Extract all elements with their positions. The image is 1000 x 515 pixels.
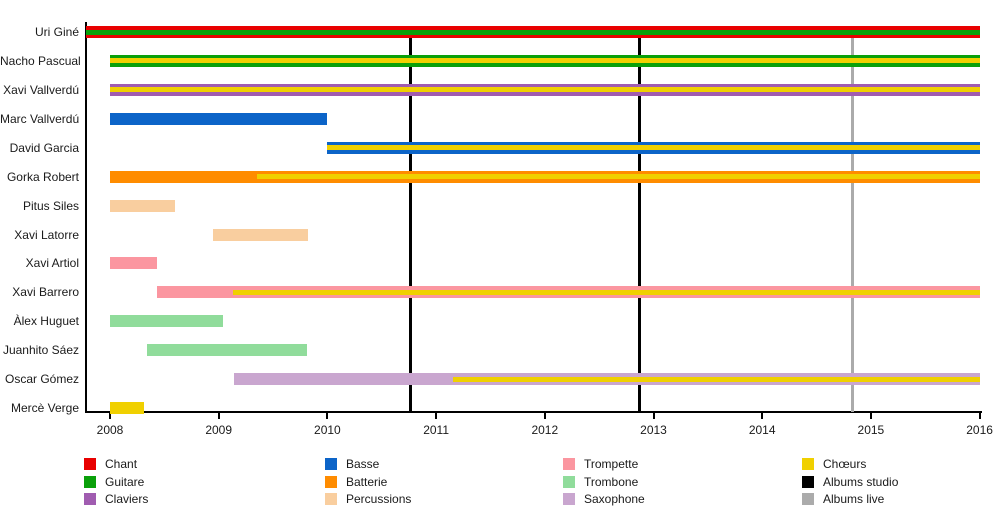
timeline-bar-chœurs	[256, 174, 980, 180]
timeline-bar-chœurs	[110, 87, 980, 93]
member-label: Juanhito Sáez	[2, 343, 79, 358]
axis-tick-label: 2012	[531, 423, 559, 437]
legend-swatch-chœurs	[802, 458, 814, 470]
timeline-bar-chœurs	[110, 402, 144, 415]
legend-label: Trombone	[584, 474, 639, 489]
legend-label: Basse	[346, 457, 380, 471]
legend-swatch-albums-studio	[802, 475, 814, 488]
axis-tick-label: 2009	[205, 423, 233, 437]
legend-swatch-saxophone	[563, 493, 575, 505]
axis-tick	[543, 412, 546, 419]
axis-tick-label: 2010	[314, 423, 341, 437]
legend-label: Percussions	[346, 492, 412, 506]
axis-tick	[109, 412, 111, 419]
member-label: David Garcia	[9, 140, 79, 155]
member-label: Xavi Vallverdú	[3, 82, 79, 97]
axis-tick	[435, 412, 438, 419]
member-label: Marc Vallverdú	[0, 111, 80, 126]
axis-tick-label: 2008	[96, 423, 124, 437]
timeline-bar-chœurs	[232, 289, 980, 295]
axis-tick-label: 2011	[423, 423, 449, 437]
member-label: Pitus Siles	[22, 198, 79, 213]
axis-tick	[652, 412, 655, 419]
member-label: Mercè Verge	[10, 401, 79, 416]
member-label: Xavi Latorre	[14, 227, 79, 242]
axis-tick	[217, 412, 220, 419]
legend-label: Batterie	[346, 474, 388, 489]
legend-swatch-trombone	[563, 475, 575, 488]
timeline-bar-trombone	[110, 315, 224, 328]
axis-tick	[326, 412, 329, 419]
y-axis-line	[85, 22, 87, 413]
legend-label: Saxophone	[584, 492, 645, 506]
timeline-bar-percussions	[110, 199, 176, 212]
album-studio-line	[637, 26, 641, 412]
axis-tick-label: 2014	[748, 423, 776, 437]
legend-label: Albums live	[823, 492, 885, 506]
legend-swatch-trompette	[563, 458, 575, 470]
timeline-bar-chœurs	[453, 376, 980, 382]
legend-swatch-chant	[84, 458, 96, 470]
member-label: Uri Giné	[34, 25, 79, 39]
axis-tick-label: 2013	[640, 423, 667, 437]
legend-swatch-batterie	[325, 475, 337, 488]
legend-swatch-basse	[325, 458, 337, 470]
legend-label: Chant	[105, 457, 138, 471]
legend-label: Trompette	[584, 457, 639, 471]
legend-swatch-claviers	[84, 493, 96, 505]
x-axis-line	[85, 411, 982, 413]
axis-tick-label: 2016	[966, 423, 993, 437]
legend-label: Guitare	[105, 474, 145, 489]
axis-tick-label: 2015	[857, 423, 885, 437]
member-label: Gorka Robert	[6, 169, 79, 184]
timeline-bar-trombone	[146, 344, 307, 357]
legend-label: Claviers	[105, 492, 149, 506]
axis-tick	[761, 412, 764, 419]
legend-swatch-guitare	[84, 475, 96, 488]
member-label: Oscar Gómez	[4, 372, 79, 387]
album-studio-line	[408, 26, 412, 412]
timeline-bar-chœurs	[110, 58, 980, 64]
axis-tick	[869, 412, 872, 419]
timeline-bar-guitare	[86, 29, 980, 35]
axis-tick	[978, 412, 981, 419]
member-label: Àlex Huguet	[13, 314, 79, 329]
timeline-bar-basse	[110, 112, 328, 125]
member-label: Nacho Pascual	[0, 53, 81, 68]
album-live-line	[850, 26, 854, 412]
timeline-bar-percussions	[213, 228, 308, 241]
timeline-bar-trompette	[110, 257, 157, 270]
legend-swatch-albums-live	[802, 493, 814, 505]
member-label: Xavi Artiol	[25, 256, 79, 271]
legend-swatch-percussions	[325, 493, 337, 505]
timeline-bar-chœurs	[327, 145, 980, 151]
legend-label: Albums studio	[823, 474, 899, 489]
legend-label: Chœurs	[823, 457, 867, 471]
member-label: Xavi Barrero	[12, 285, 79, 300]
